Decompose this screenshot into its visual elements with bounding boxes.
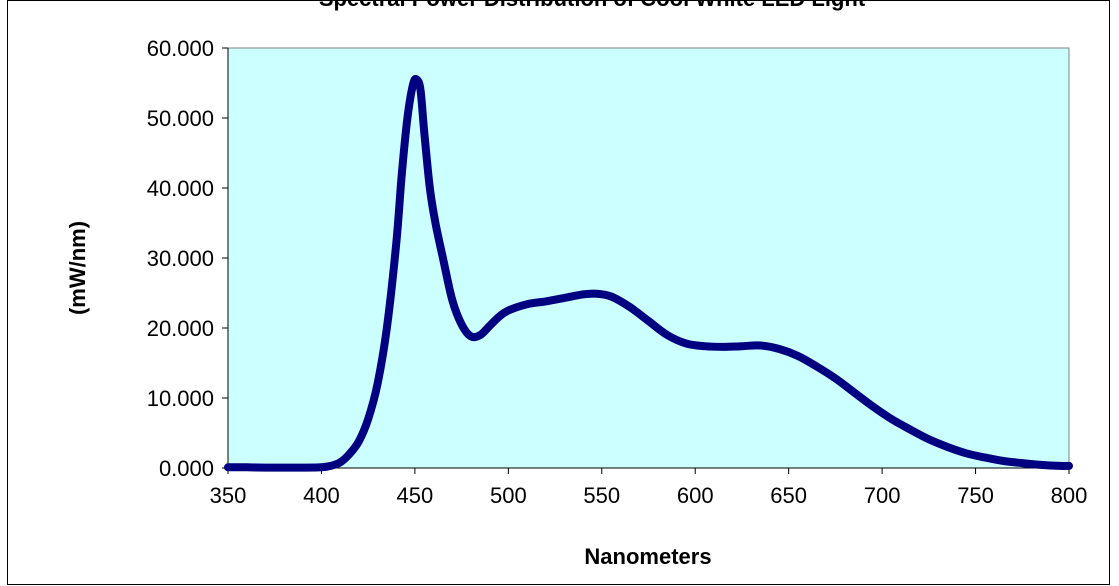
y-tick-label: 0.000 — [159, 456, 214, 481]
x-tick-label: 650 — [770, 483, 807, 508]
x-tick-label: 550 — [583, 483, 620, 508]
x-tick-label: 750 — [957, 483, 994, 508]
x-tick-label: 400 — [303, 483, 340, 508]
x-tick-label: 450 — [397, 483, 434, 508]
y-tick-label: 10.000 — [147, 386, 214, 411]
y-tick-label: 60.000 — [147, 36, 214, 61]
x-axis-title: Nanometers — [584, 544, 711, 569]
plot-area — [227, 47, 1070, 469]
x-tick-label: 700 — [864, 483, 901, 508]
x-tick-label: 800 — [1051, 483, 1088, 508]
y-axis-title: (mW/nm) — [65, 221, 90, 315]
y-tick-label: 30.000 — [147, 246, 214, 271]
x-tick-label: 500 — [490, 483, 527, 508]
x-axis-ticks: 350 400 450 500 550 600 650 700 750 800 — [210, 468, 1088, 508]
y-tick-label: 20.000 — [147, 316, 214, 341]
x-tick-label: 350 — [210, 483, 247, 508]
x-tick-label: 600 — [677, 483, 714, 508]
y-tick-label: 40.000 — [147, 176, 214, 201]
series-line — [224, 74, 1073, 472]
y-axis-ticks: 0.000 10.000 20.000 30.000 40.000 50.000 60.00… — [147, 36, 228, 481]
y-tick-label: 50.000 — [147, 106, 214, 131]
chart-title: Spectral Power Distribution of Cool Whit… — [319, 0, 866, 11]
